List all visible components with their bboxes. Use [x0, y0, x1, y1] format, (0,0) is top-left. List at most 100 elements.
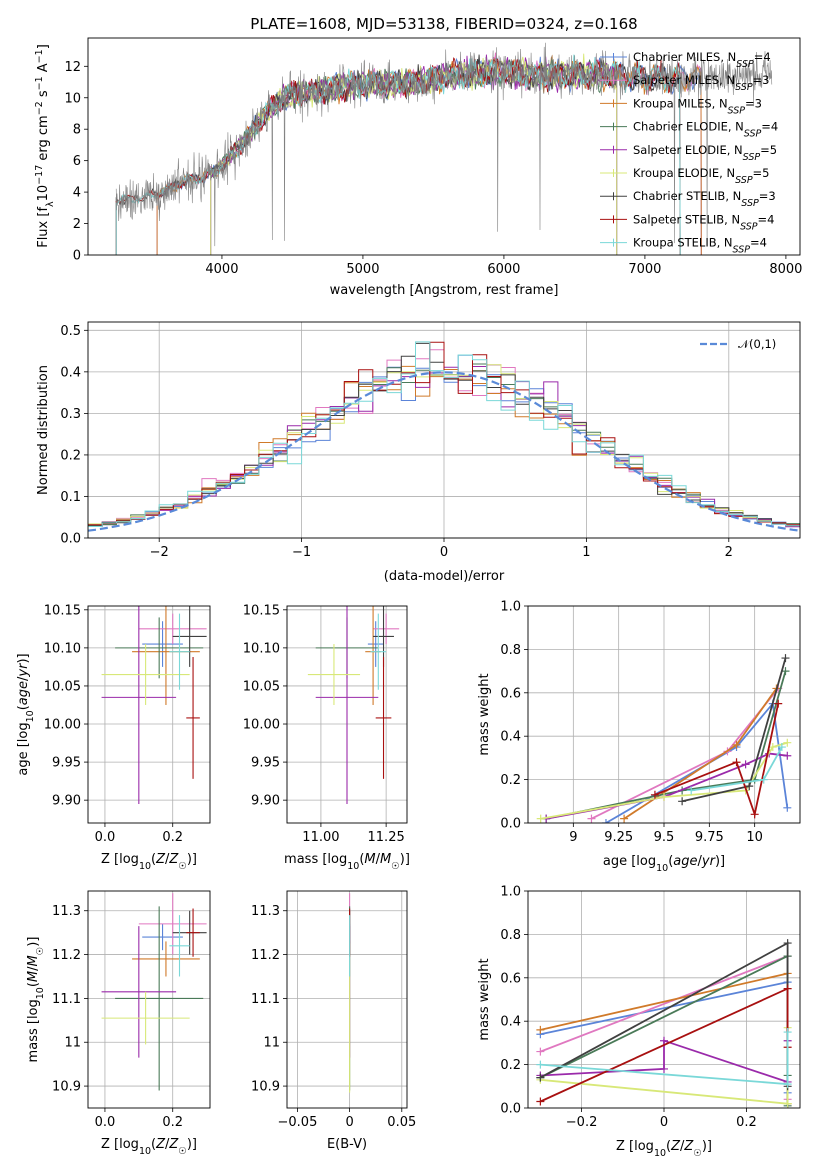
y-tick-label: 0.1 — [60, 490, 81, 505]
mass-weight-marker — [601, 819, 610, 823]
y-tick-label: 0.4 — [500, 1015, 521, 1030]
panels: 4000 5000 6000 7000 8000024681012wavelength … — [16, 37, 802, 1159]
x-tick-label: −2 — [150, 545, 169, 560]
legend-label: Salpeter MILES, NSSP=3 — [633, 73, 770, 93]
legend-label: Chabrier ELODIE, NSSP=4 — [633, 120, 778, 140]
y-tick-label: 10.10 — [44, 641, 81, 656]
legend-label: Chabrier MILES, NSSP=4 — [633, 50, 771, 70]
axes-frame — [527, 605, 801, 824]
legend-label: Kroupa MILES, NSSP=3 — [633, 96, 762, 116]
y-tick-label: 6 — [73, 154, 81, 169]
x-tick-label: 9.5 — [654, 830, 675, 845]
mass-weight-marker — [660, 1036, 668, 1045]
y-tick-label: 0.8 — [500, 928, 521, 943]
y-axis-label: mass [log10(M/M☉)] — [26, 937, 46, 1063]
y-tick-label: 0.4 — [500, 730, 521, 745]
panel-residuals: −2 −1 0 1 2 0.0 0.1 0.2 0.3 0.4 0.5 𝒩(0,1) (data-mod… — [36, 321, 801, 584]
panel-mass_weight_vs_Z: −0.2 0 0.2 0.0 0.2 0.4 0.6 0.8 1.0 Z [log10(Z/Z☉)… — [477, 885, 801, 1159]
x-tick-label: −0.05 — [278, 1115, 318, 1130]
mass-weight-marker — [732, 740, 741, 749]
y-axis-label: mass weight — [477, 958, 492, 1040]
axes-frame — [87, 37, 801, 256]
residual-histogram — [88, 341, 800, 538]
mass-weight-marker — [650, 790, 659, 799]
y-tick-label: 10.10 — [243, 641, 280, 656]
x-tick-label: 5000 — [346, 262, 379, 277]
y-tick-label: 0.2 — [500, 1058, 521, 1073]
x-tick-label: 0.2 — [736, 1115, 757, 1130]
y-tick-label: 0.0 — [500, 817, 521, 832]
y-tick-label: 10 — [64, 91, 81, 106]
mass-weight-marker — [687, 786, 696, 795]
axes-frame — [87, 321, 801, 539]
y-tick-label: 0.3 — [60, 407, 81, 422]
y-tick-label: 11.3 — [251, 904, 280, 919]
y-tick-label: 1.0 — [500, 885, 521, 900]
y-tick-label: 9.90 — [52, 794, 81, 809]
axes-frame — [527, 890, 801, 1109]
plot-area — [88, 341, 800, 538]
y-tick-label: 0.6 — [500, 971, 521, 986]
y-tick-label: 10.9 — [251, 1080, 280, 1095]
y-tick-label: 9.95 — [52, 756, 81, 771]
legend-label: Salpeter ELODIE, NSSP=5 — [633, 143, 777, 163]
mass-weight-marker — [536, 814, 545, 823]
mass-weight-marker — [587, 814, 596, 823]
mass-weight-marker — [750, 810, 759, 819]
panel-age_vs_Z: 0.0 0.2 9.90 9.95 10.00 10.05 10.10 10.15 Z [log… — [16, 603, 211, 872]
mass-weight-marker — [783, 984, 792, 993]
mass-weight-marker — [536, 1060, 545, 1069]
mass-weight-marker — [781, 667, 790, 676]
mass-weight-marker — [768, 743, 777, 752]
x-tick-label: 6000 — [487, 262, 520, 277]
y-tick-label: 11.2 — [251, 948, 280, 963]
mass-weight-line — [545, 670, 787, 820]
y-tick-label: 11.2 — [52, 948, 81, 963]
normal-legend-label: 𝒩(0,1) — [738, 337, 776, 351]
x-tick-label: 2 — [725, 545, 733, 560]
panel-mass_vs_EBV: −0.05 0 0.05 10.9 11 11.1 11.2 11.3 E(B-V) — [251, 890, 416, 1152]
y-axis-label: mass weight — [477, 673, 492, 755]
x-tick-label: 0 — [440, 545, 448, 560]
y-tick-label: 10.9 — [52, 1080, 81, 1095]
x-axis-label: (data-model)/error — [384, 569, 505, 584]
mass-weight-marker — [783, 803, 792, 812]
panel-age_vs_mass: 11.00 11.25 9.90 9.95 10.00 10.05 10.10 10.15 ma… — [243, 603, 410, 871]
mass-weight-line — [654, 703, 780, 818]
y-tick-label: 11.1 — [52, 992, 81, 1007]
y-tick-label: 0 — [73, 249, 81, 264]
mass-weight-marker — [783, 1028, 792, 1037]
observed-spectrum-line — [115, 42, 773, 247]
x-tick-label: 7000 — [628, 262, 661, 277]
x-axis-label: Z [log10(Z/Z☉)] — [101, 1137, 197, 1157]
y-tick-label: 10.05 — [243, 679, 280, 694]
legend-label: Chabrier STELIB, NSSP=3 — [633, 189, 776, 209]
plot-area — [307, 606, 400, 804]
y-tick-label: 10.00 — [44, 718, 81, 733]
x-tick-label: 0 — [345, 1115, 353, 1130]
y-tick-label: 4 — [73, 186, 81, 201]
mass-weight-marker — [745, 782, 754, 791]
panel-spectrum: 4000 5000 6000 7000 8000 0 2 4 6 8 10 12 wavelength … — [34, 37, 802, 298]
y-tick-label: 0.4 — [60, 365, 81, 380]
x-tick-label: 11.00 — [302, 830, 339, 845]
y-tick-label: 9.90 — [251, 794, 280, 809]
x-axis-label: Z [log10(Z/Z☉)] — [616, 1139, 712, 1159]
y-tick-label: 9.95 — [251, 756, 280, 771]
normal-pdf-curve — [88, 371, 800, 532]
y-tick-label: 1.0 — [500, 600, 521, 615]
mass-weight-marker — [783, 738, 792, 747]
x-tick-label: 0 — [660, 1115, 668, 1130]
x-axis-label: age [log10(age/yr)] — [603, 854, 725, 874]
legend-label: Salpeter STELIB, NSSP=4 — [633, 212, 774, 232]
y-tick-label: 10.15 — [243, 603, 280, 618]
mass-weight-marker — [783, 1080, 792, 1089]
residual-histogram — [88, 341, 800, 538]
panel-mass_vs_Z: 0.0 0.2 10.9 11 11.1 11.2 11.3 Z [log10(Z/Z☉)] m… — [26, 890, 211, 1157]
mass-weight-marker — [660, 1064, 668, 1073]
y-tick-label: 0.6 — [500, 686, 521, 701]
y-tick-label: 12 — [64, 60, 81, 75]
axes-frame — [87, 605, 211, 824]
y-tick-label: 2 — [73, 217, 81, 232]
